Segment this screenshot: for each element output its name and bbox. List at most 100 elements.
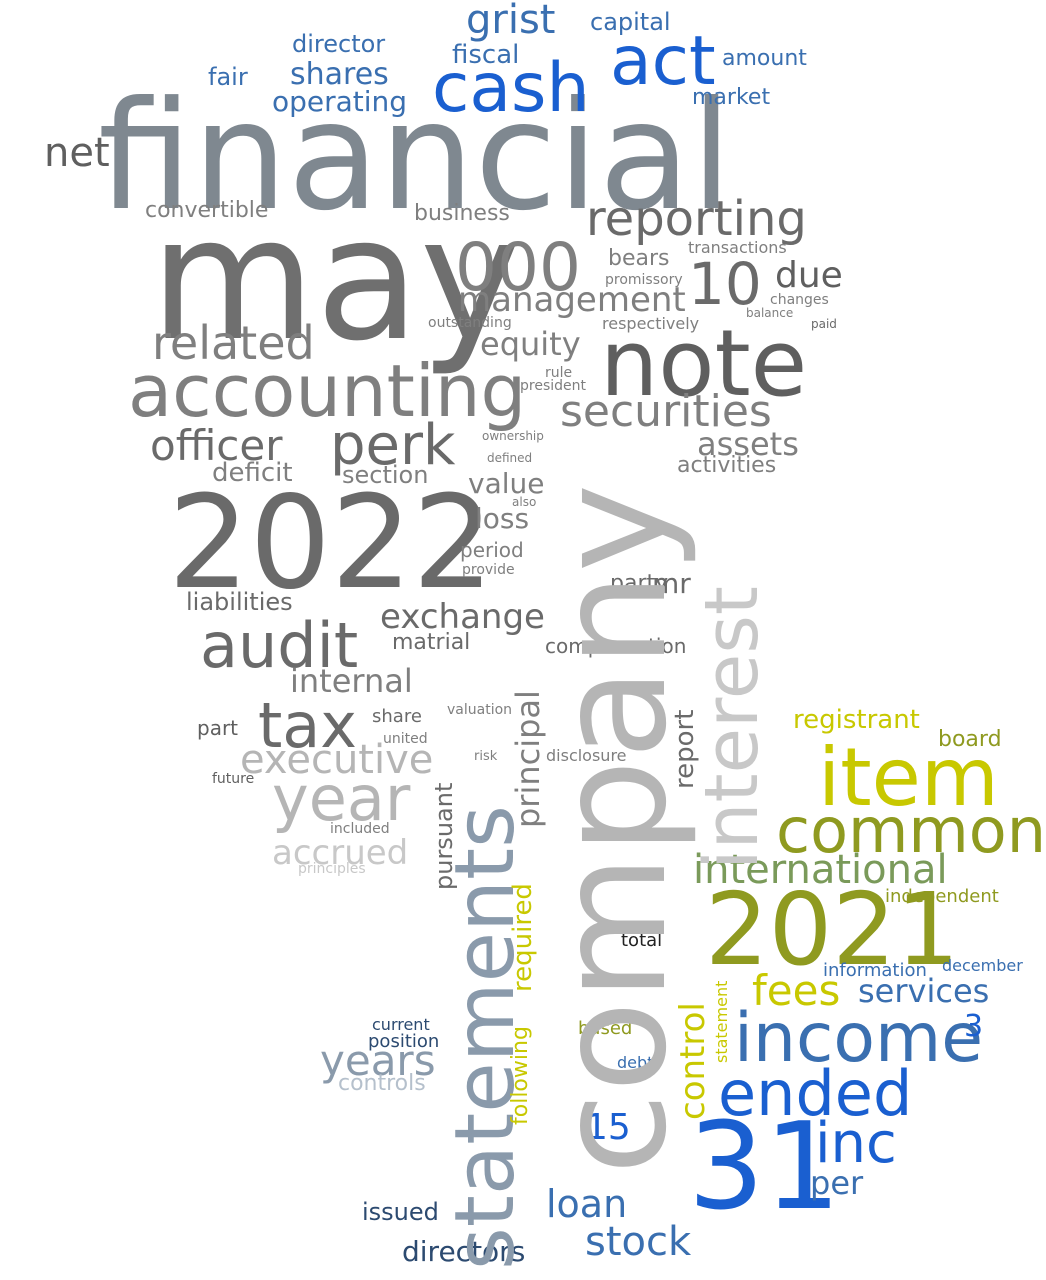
word-000: 000	[455, 229, 581, 306]
word-control: control	[673, 1002, 713, 1120]
word-included: included	[330, 821, 390, 837]
word-promissory: promissory	[605, 272, 683, 288]
word-common: common	[776, 794, 1046, 867]
word-31: 31	[688, 1098, 841, 1237]
word-board: board	[938, 727, 1002, 752]
word-directors: directors	[402, 1235, 526, 1268]
word-per: per	[810, 1164, 864, 1202]
word-executive: executive	[240, 737, 434, 783]
word-statement: statement	[712, 980, 731, 1063]
word-amount: amount	[722, 46, 807, 71]
word-may: may	[150, 181, 521, 379]
word-issued: issued	[362, 1198, 439, 1226]
word-accrued: accrued	[272, 833, 409, 873]
word-services: services	[858, 972, 990, 1010]
word-2022: 2022	[168, 469, 494, 618]
word-due: due	[775, 255, 843, 296]
word-changes: changes	[770, 292, 829, 308]
word-compensation: compensation	[545, 634, 687, 658]
word-bears: bears	[608, 246, 670, 271]
word-position: position	[368, 1031, 440, 1052]
word-management: management	[458, 280, 686, 320]
word-outstanding: outstanding	[428, 315, 512, 331]
word-part: part	[197, 716, 239, 740]
word-officer: officer	[150, 421, 283, 470]
word-fiscal: fiscal	[452, 40, 520, 70]
word-defined: defined	[487, 451, 533, 465]
word-shares: shares	[290, 57, 389, 92]
word-controls: controls	[338, 1071, 426, 1096]
word-equity: equity	[480, 325, 581, 363]
word-december: december	[942, 956, 1023, 975]
word-perk: perk	[330, 413, 456, 478]
word-disclosure: disclosure	[546, 746, 627, 765]
word-liabilities: liabilities	[186, 588, 293, 616]
word-principal: principal	[509, 690, 547, 828]
word-loss: loss	[475, 502, 530, 535]
word-tax: tax	[258, 689, 357, 762]
word-balance: balance	[746, 306, 794, 320]
word-grist: grist	[466, 0, 556, 43]
word-united: united	[383, 731, 428, 747]
word-10: 10	[688, 250, 762, 318]
word-future: future	[212, 771, 255, 787]
word-party: party	[610, 571, 669, 596]
word-mr: mr	[652, 567, 691, 600]
word-securities: securities	[560, 386, 772, 437]
word-total: total	[621, 930, 663, 951]
word-deficit: deficit	[212, 458, 293, 488]
word-activities: activities	[677, 453, 777, 478]
word-act: act	[610, 22, 716, 101]
word-independent: independent	[885, 886, 999, 907]
word-rule: rule	[545, 365, 573, 381]
word-note: note	[600, 310, 808, 417]
word-value: value	[468, 467, 545, 500]
word-fair: fair	[208, 63, 248, 91]
word-risk: risk	[474, 749, 498, 764]
word-interest: interest	[689, 586, 775, 870]
word-inc: inc	[815, 1111, 897, 1176]
word-company: company	[526, 483, 700, 1175]
word-years: years	[320, 1036, 436, 1085]
word-audit: audit	[200, 609, 359, 682]
word-business: business	[414, 201, 510, 226]
word-current: current	[372, 1015, 430, 1034]
word-president: president	[520, 378, 586, 394]
word-stock: stock	[585, 1219, 692, 1265]
word-accounting: accounting	[128, 349, 527, 433]
word-year: year	[272, 762, 411, 835]
word-3: 3	[964, 1009, 984, 1044]
word-also: also	[512, 495, 537, 509]
word-share: share	[372, 706, 422, 727]
word-valuation: valuation	[447, 702, 513, 718]
word-convertible: convertible	[145, 198, 269, 223]
word-transactions: transactions	[688, 238, 787, 257]
word-cash: cash	[432, 49, 590, 128]
word-15: 15	[585, 1107, 631, 1148]
word-provide: provide	[462, 562, 515, 578]
word-fees: fees	[752, 966, 841, 1015]
word-ownership: ownership	[482, 429, 544, 443]
word-loan: loan	[546, 1182, 628, 1226]
word-operating: operating	[272, 85, 408, 118]
word-pursuant: pursuant	[430, 782, 458, 890]
word-international: international	[693, 847, 948, 893]
word-capital: capital	[590, 8, 671, 36]
word-2021: 2021	[705, 871, 960, 988]
word-registrant: registrant	[793, 705, 920, 735]
word-ended: ended	[718, 1057, 913, 1130]
word-assets: assets	[697, 425, 799, 463]
word-section: section	[342, 461, 429, 489]
word-respectively: respectively	[602, 314, 700, 333]
word-director: director	[292, 30, 386, 58]
word-income: income	[734, 999, 984, 1078]
word-related: related	[152, 316, 315, 370]
word-reporting: reporting	[586, 191, 807, 247]
word-information: information	[823, 960, 927, 981]
word-exchange: exchange	[380, 597, 545, 637]
word-paid: paid	[811, 317, 837, 331]
word-based: based	[578, 1018, 633, 1039]
word-report: report	[670, 709, 700, 789]
word-item: item	[818, 731, 999, 824]
